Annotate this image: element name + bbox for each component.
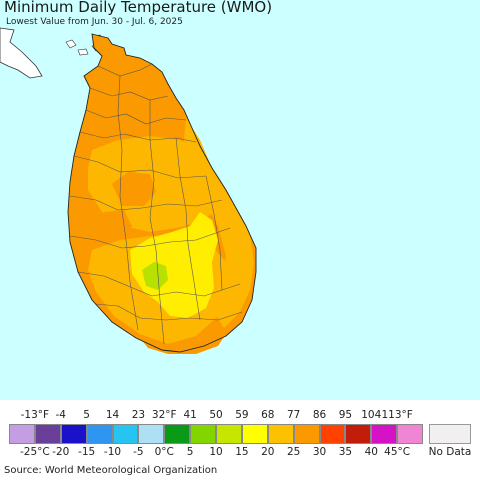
fahrenheit-tick-label: 32°F (151, 409, 177, 421)
sri-lanka-temperature-map (0, 0, 480, 400)
legend-swatch (319, 424, 346, 444)
east-coast-region (184, 118, 254, 328)
fahrenheit-tick-label: -4 (55, 409, 66, 421)
fahrenheit-tick-label: 104 (361, 409, 382, 421)
fahrenheit-tick-label: 59 (235, 409, 249, 421)
fahrenheit-tick-label: 95 (338, 409, 353, 421)
cool-highland-patch (142, 262, 168, 290)
legend-no-data-label: No Data (428, 446, 472, 458)
celsius-tick-label: 10 (209, 446, 223, 458)
south-coast-region (140, 334, 226, 354)
celsius-tick-label: 30 (312, 446, 327, 458)
legend-swatch (9, 424, 35, 444)
celsius-tick-label: 0°C (154, 446, 174, 458)
legend-swatch (216, 424, 242, 444)
legend-swatch (371, 424, 398, 444)
legend-celsius-scale: -25°C -20 -15 -10 -5 0°C 5 10 15 20 25 30 35 40 45°C (0, 446, 480, 460)
legend-swatch (86, 424, 113, 444)
celsius-tick-label: 15 (235, 446, 249, 458)
fahrenheit-tick-label: 50 (209, 409, 223, 421)
source-credit: Source: World Meteorological Organizatio… (4, 465, 218, 476)
fahrenheit-tick-label: 86 (312, 409, 327, 421)
legend-fahrenheit-scale: -13°F -4 5 14 23 32°F 41 50 59 68 77 86 95 104 113°F (0, 409, 480, 423)
legend-swatch (112, 424, 139, 444)
celsius-tick-label: 25 (286, 446, 301, 458)
legend-swatch (34, 424, 61, 444)
celsius-tick-label: -20 (52, 446, 70, 458)
legend-swatch (345, 424, 372, 444)
celsius-tick-label: 45°C (384, 446, 411, 458)
map-subtitle: Lowest Value from Jun. 30 - Jul. 6, 2025 (6, 17, 183, 27)
legend-swatch (60, 424, 87, 444)
legend-swatch (138, 424, 165, 444)
legend-swatch (190, 424, 216, 444)
celsius-tick-label: 5 (186, 446, 194, 458)
fahrenheit-tick-label: 77 (286, 409, 301, 421)
map-panel (0, 0, 480, 400)
map-title: Minimum Daily Temperature (WMO) (4, 0, 273, 16)
celsius-tick-label: -15 (78, 446, 96, 458)
celsius-tick-label: -10 (103, 446, 122, 458)
north-central-region (88, 136, 220, 232)
celsius-tick-label: 40 (364, 446, 378, 458)
fahrenheit-tick-label: 41 (183, 409, 197, 421)
legend-swatch (164, 424, 191, 444)
legend-swatch (397, 424, 423, 444)
celsius-tick-label: -5 (133, 446, 144, 458)
legend-swatch (293, 424, 320, 444)
fahrenheit-tick-label: 23 (131, 409, 146, 421)
legend-no-data-swatch (429, 424, 471, 444)
celsius-tick-label: -25°C (20, 446, 50, 458)
fahrenheit-tick-label: -13°F (20, 409, 50, 421)
fahrenheit-tick-label: 5 (83, 409, 90, 421)
district-borders (69, 63, 243, 345)
celsius-tick-label: 35 (338, 446, 353, 458)
legend-swatch (267, 424, 294, 444)
legend-color-bar (9, 424, 423, 444)
inland-warm-patch (100, 172, 156, 242)
coastline (67, 33, 257, 353)
celsius-tick-label: 20 (261, 446, 275, 458)
fahrenheit-tick-label: 14 (105, 409, 120, 421)
central-highlands-region (130, 212, 218, 318)
fahrenheit-tick-label: 68 (261, 409, 275, 421)
fahrenheit-tick-label: 113°F (381, 409, 413, 421)
legend-swatch (241, 424, 268, 444)
india-landmass (0, 27, 43, 79)
